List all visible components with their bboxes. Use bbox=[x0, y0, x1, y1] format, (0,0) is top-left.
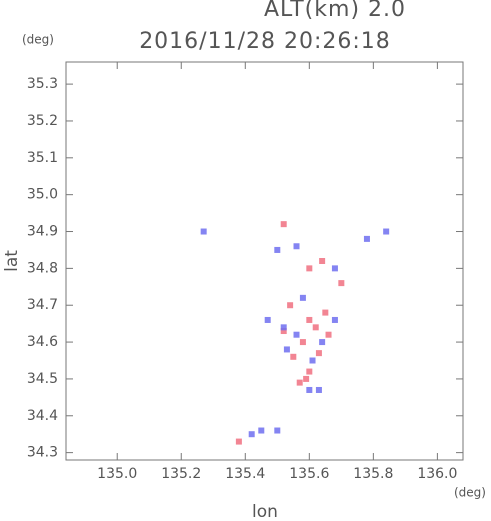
point bbox=[363, 235, 370, 242]
point bbox=[248, 431, 255, 438]
point bbox=[290, 353, 297, 360]
point bbox=[200, 228, 207, 235]
chart-title: 2016/11/28 20:26:18 bbox=[139, 29, 391, 54]
y-tick-label: 34.9 bbox=[27, 224, 58, 240]
y-unit: (deg) bbox=[22, 33, 54, 47]
point bbox=[280, 324, 287, 331]
point bbox=[322, 309, 329, 316]
point bbox=[299, 294, 306, 301]
point bbox=[306, 386, 313, 393]
point bbox=[258, 427, 265, 434]
point bbox=[309, 357, 316, 364]
plot-frame bbox=[65, 61, 464, 461]
altitude-label: ALT(km) 2.0 bbox=[264, 0, 406, 22]
y-tick-label: 35.0 bbox=[27, 187, 58, 203]
point bbox=[315, 350, 322, 357]
point bbox=[287, 302, 294, 309]
y-tick-label: 35.2 bbox=[27, 113, 58, 129]
y-tick-label: 34.4 bbox=[27, 408, 58, 424]
x-unit: (deg) bbox=[454, 486, 486, 500]
point bbox=[235, 438, 242, 445]
point bbox=[303, 375, 310, 382]
point bbox=[325, 331, 332, 338]
point bbox=[338, 280, 345, 287]
point bbox=[274, 427, 281, 434]
point bbox=[280, 328, 287, 335]
x-tick-label: 135.2 bbox=[161, 466, 201, 482]
y-tick-label: 34.7 bbox=[27, 297, 58, 313]
y-tick-label: 35.3 bbox=[27, 76, 58, 92]
y-tick-label: 35.1 bbox=[27, 150, 58, 166]
point bbox=[331, 265, 338, 272]
point bbox=[296, 379, 303, 386]
point bbox=[315, 386, 322, 393]
point bbox=[280, 221, 287, 228]
point bbox=[306, 265, 313, 272]
y-tick-label: 34.8 bbox=[27, 260, 58, 276]
point bbox=[283, 346, 290, 353]
y-axis-label: lat bbox=[2, 250, 22, 272]
point bbox=[383, 228, 390, 235]
point bbox=[293, 243, 300, 250]
x-tick-label: 135.4 bbox=[225, 466, 265, 482]
point bbox=[306, 368, 313, 375]
x-tick-label: 135.0 bbox=[97, 466, 137, 482]
y-tick-label: 34.3 bbox=[27, 445, 58, 461]
point bbox=[264, 316, 271, 323]
y-tick-label: 34.5 bbox=[27, 371, 58, 387]
x-tick-label: 135.6 bbox=[289, 466, 329, 482]
y-tick-label: 34.6 bbox=[27, 334, 58, 350]
x-tick-label: 136.0 bbox=[417, 466, 457, 482]
point bbox=[331, 316, 338, 323]
point bbox=[319, 258, 326, 264]
x-tick-label: 135.8 bbox=[353, 466, 393, 482]
point bbox=[306, 316, 313, 323]
point bbox=[274, 246, 281, 253]
point bbox=[312, 324, 319, 331]
point bbox=[299, 339, 306, 346]
x-axis-label: lon bbox=[252, 502, 278, 521]
point bbox=[293, 331, 300, 338]
point bbox=[319, 339, 326, 346]
